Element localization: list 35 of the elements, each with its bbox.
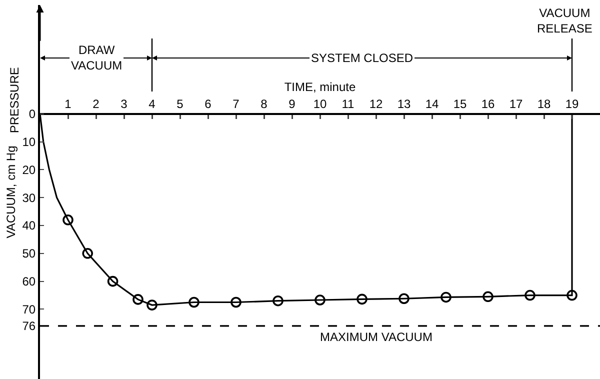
y-tick-label: 70	[22, 302, 36, 316]
x-tick-label: 10	[313, 97, 327, 112]
y-tick-label: 10	[22, 134, 36, 149]
y-tick-label: 30	[22, 190, 36, 205]
x-tick-label: 6	[204, 97, 212, 112]
x-tick-label: 4	[148, 97, 156, 112]
x-tick-label: 1	[64, 97, 72, 112]
y-tick-label: 60	[22, 274, 36, 289]
annotation: DRAW VACUUM	[71, 43, 122, 73]
y-tick-label: 40	[22, 218, 36, 233]
x-tick-label: 19	[565, 97, 579, 112]
annotation: SYSTEM CLOSED	[311, 51, 414, 65]
x-tick-label: 16	[481, 97, 495, 112]
x-tick-label: 5	[176, 97, 184, 112]
y-tick-label: 0	[28, 107, 36, 122]
x-tick-label: 14	[425, 97, 439, 112]
x-tick-label: 13	[397, 97, 411, 112]
y-axis-title: VACUUM, cm Hg	[4, 146, 18, 238]
y-tick-label: 76	[22, 319, 36, 334]
x-tick-label: 11	[342, 97, 355, 112]
ref-line-label: MAXIMUM VACUUM	[320, 330, 432, 344]
x-tick-label: 3	[120, 97, 128, 112]
x-tick-label: 8	[260, 97, 268, 112]
x-tick-label: 17	[509, 97, 523, 112]
y-tick-label: 50	[22, 246, 36, 261]
x-tick-label: 9	[288, 97, 296, 112]
x-tick-label: 2	[92, 97, 100, 112]
text: PRESSURE	[7, 67, 22, 134]
x-tick-label: 12	[369, 97, 383, 112]
x-axis-title: TIME, minute	[284, 80, 356, 94]
x-tick-label: 7	[232, 97, 240, 112]
y-tick-label: 20	[22, 162, 36, 177]
ref-line-label: VACUUM RELEASE	[537, 6, 592, 36]
x-tick-label: 18	[537, 97, 551, 112]
x-tick-label: 15	[453, 97, 467, 112]
